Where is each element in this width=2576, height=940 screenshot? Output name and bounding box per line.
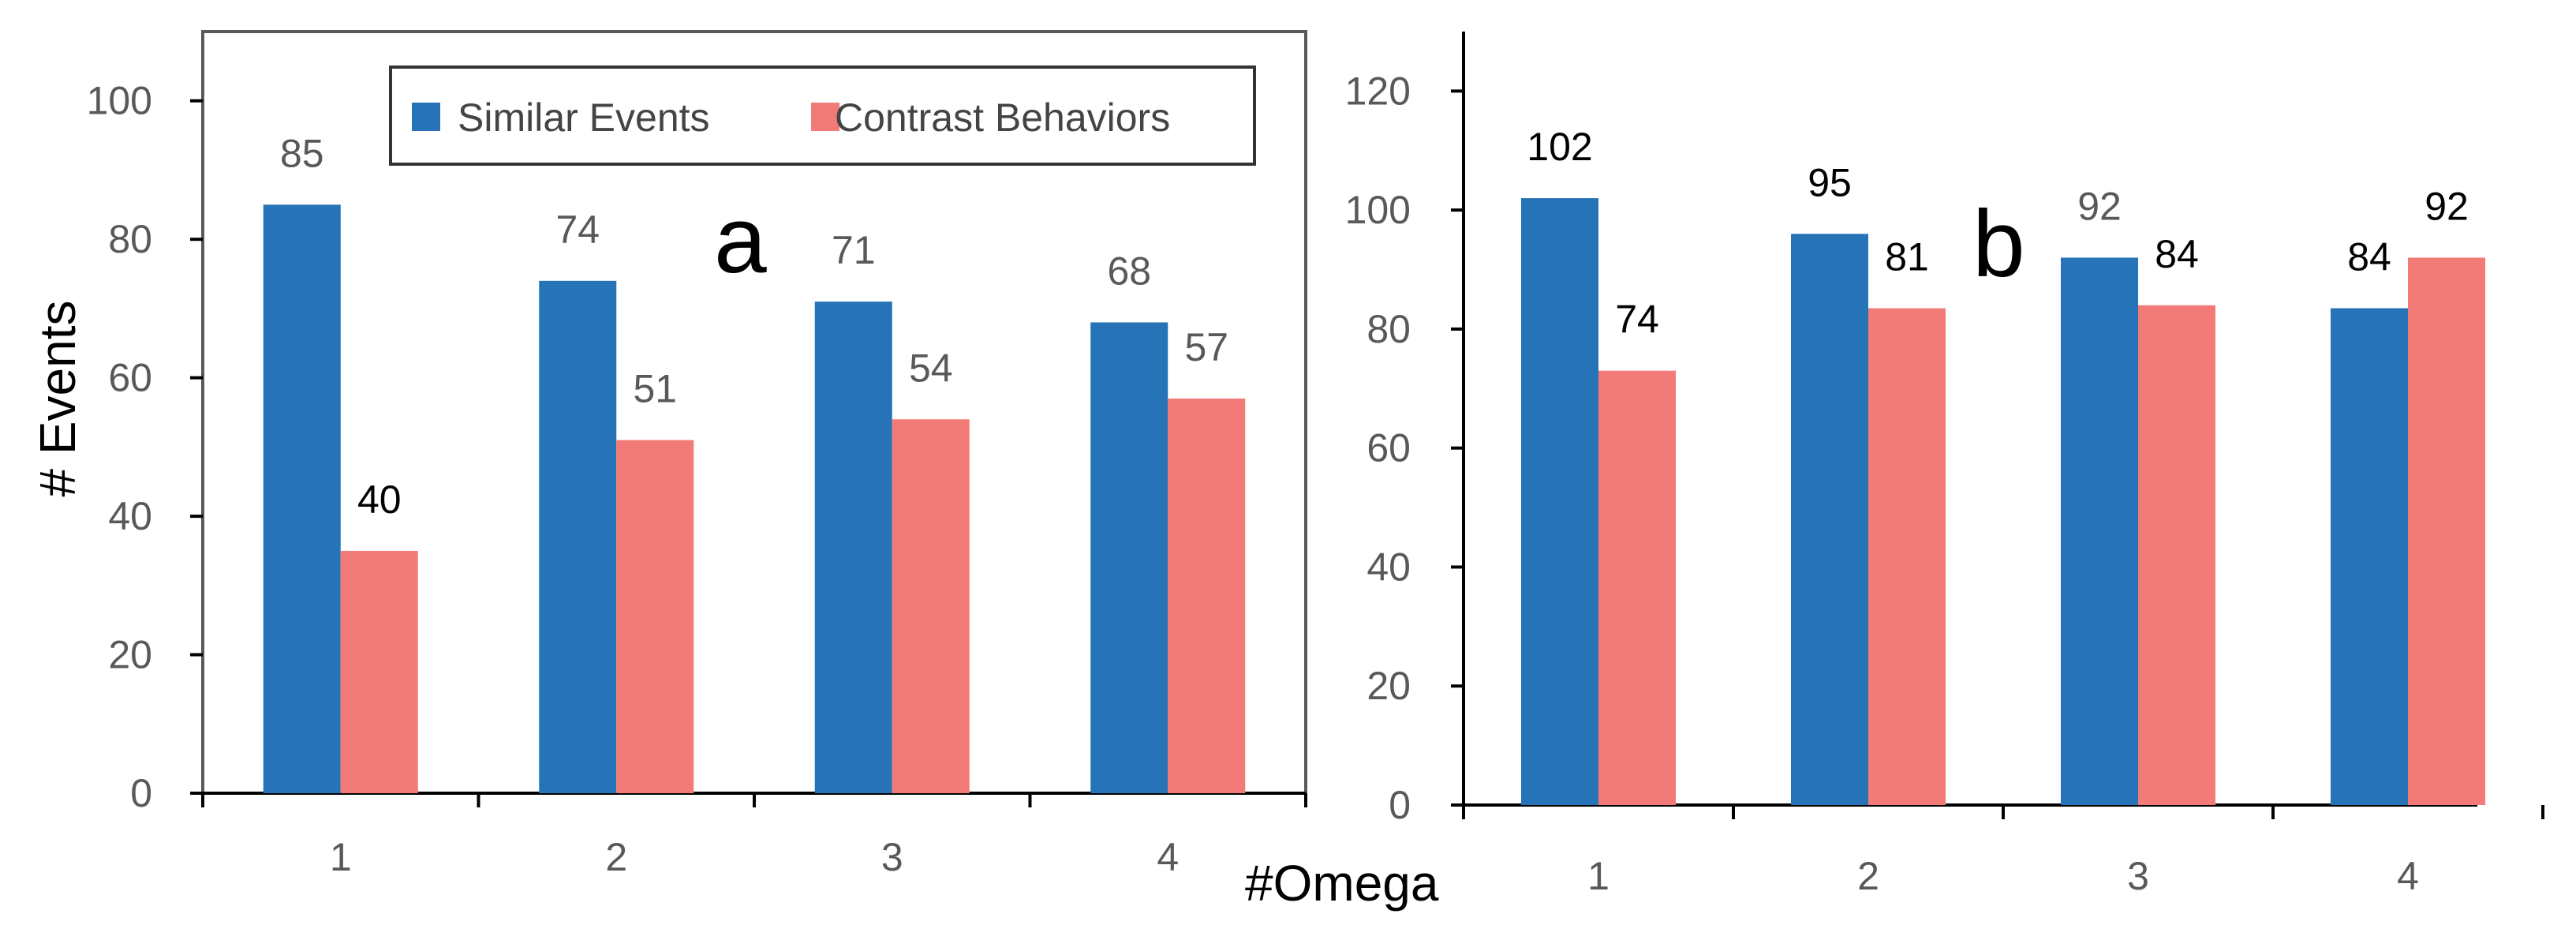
y-axis-title: # Events bbox=[29, 300, 86, 496]
panel-b-bar-contrast-behaviors-3 bbox=[2138, 305, 2215, 805]
panel-b-y-tick-label: 60 bbox=[1367, 426, 1411, 470]
panel-b-data-label: 81 bbox=[1885, 235, 1929, 279]
panel-b-x-tick-label: 4 bbox=[2397, 854, 2419, 898]
panel-b-bar-similar-events-1 bbox=[1521, 198, 1598, 806]
panel-b-bar-contrast-behaviors-4 bbox=[2408, 257, 2485, 805]
panel-b-data-label: 74 bbox=[1615, 298, 1659, 342]
panel-a-data-label: 40 bbox=[357, 477, 402, 522]
panel-a-x-tick-label: 2 bbox=[605, 835, 627, 879]
legend-label-similar-events: Similar Events bbox=[458, 95, 710, 140]
legend-swatch-contrast-behaviors bbox=[811, 103, 839, 131]
legend-swatch-similar-events bbox=[412, 103, 440, 131]
panel-b-data-label: 84 bbox=[2347, 235, 2391, 279]
panel-a-y-tick-label: 60 bbox=[108, 356, 152, 400]
panel-b-y-tick-label: 120 bbox=[1345, 69, 1411, 113]
panel-b-x-tick-label: 1 bbox=[1587, 854, 1610, 898]
panel-b-x-tick-label: 3 bbox=[2127, 854, 2149, 898]
panel-a-bar-similar-events-1 bbox=[263, 204, 341, 793]
panel-b: 0 20 40 60 80 100 120 1 2 3 4 102 95 92 84 74 81 84 92 b bbox=[1345, 32, 2544, 898]
panel-b-bar-similar-events-3 bbox=[2061, 257, 2138, 805]
panel-b-tag-label: b bbox=[1972, 191, 2025, 297]
panel-a-x-tick-label: 4 bbox=[1157, 835, 1179, 879]
panel-a-x-tick-label: 1 bbox=[330, 835, 352, 879]
panel-b-data-label: 92 bbox=[2077, 184, 2122, 228]
panel-b-data-label: 102 bbox=[1527, 125, 1592, 169]
panel-a-bar-similar-events-3 bbox=[814, 301, 892, 793]
panel-a-y-tick-label: 80 bbox=[108, 217, 152, 261]
panel-a-bar-similar-events-2 bbox=[539, 280, 617, 793]
panel-a-y-tick-label: 0 bbox=[130, 771, 152, 815]
panel-a-data-label: 74 bbox=[555, 208, 600, 252]
panel-a: 0 20 40 60 80 100 1 2 3 4 85 74 71 68 40 51 54 57 a bbox=[87, 79, 1307, 879]
panel-b-y-tick-label: 40 bbox=[1367, 545, 1411, 589]
panel-b-y-tick-label: 80 bbox=[1367, 307, 1411, 351]
panel-a-y-tick-label: 20 bbox=[108, 633, 152, 677]
legend-label-contrast-behaviors: Contrast Behaviors bbox=[835, 95, 1170, 140]
panel-b-data-label: 95 bbox=[1808, 160, 1852, 204]
panel-b-bar-contrast-behaviors-2 bbox=[1868, 308, 1946, 805]
panel-a-data-label: 51 bbox=[633, 367, 677, 411]
panel-a-data-label: 54 bbox=[909, 346, 953, 390]
panel-b-y-tick-label: 0 bbox=[1389, 783, 1411, 827]
panel-a-bar-contrast-behaviors-3 bbox=[892, 419, 970, 793]
panel-b-data-label: 84 bbox=[2155, 232, 2199, 276]
panel-b-bar-similar-events-2 bbox=[1791, 234, 1868, 805]
panel-a-y-tick-label: 100 bbox=[87, 79, 152, 123]
panel-b-x-tick-label: 2 bbox=[1857, 854, 1879, 898]
panel-a-data-label: 85 bbox=[280, 131, 324, 175]
panel-a-bar-contrast-behaviors-1 bbox=[340, 550, 418, 793]
panel-a-data-label: 68 bbox=[1107, 249, 1151, 293]
panel-b-bar-similar-events-4 bbox=[2331, 308, 2408, 805]
x-axis-title: #Omega bbox=[1245, 855, 1439, 912]
panel-a-data-label: 71 bbox=[832, 228, 876, 272]
panel-b-y-tick-label: 20 bbox=[1367, 664, 1411, 708]
panel-a-bar-similar-events-4 bbox=[1090, 322, 1168, 793]
panel-a-y-tick-label: 40 bbox=[108, 494, 152, 538]
panel-a-bar-contrast-behaviors-4 bbox=[1168, 398, 1246, 793]
panel-b-y-tick-label: 100 bbox=[1345, 188, 1411, 232]
panel-b-data-label: 92 bbox=[2425, 184, 2469, 228]
panel-a-bar-contrast-behaviors-2 bbox=[616, 440, 694, 793]
legend: Similar Events Contrast Behaviors bbox=[389, 66, 1256, 166]
panel-a-data-label: 57 bbox=[1184, 325, 1228, 369]
panel-a-tag-label: a bbox=[714, 187, 767, 293]
panel-a-x-tick-label: 3 bbox=[881, 835, 903, 879]
panel-b-bar-contrast-behaviors-1 bbox=[1598, 370, 1676, 805]
